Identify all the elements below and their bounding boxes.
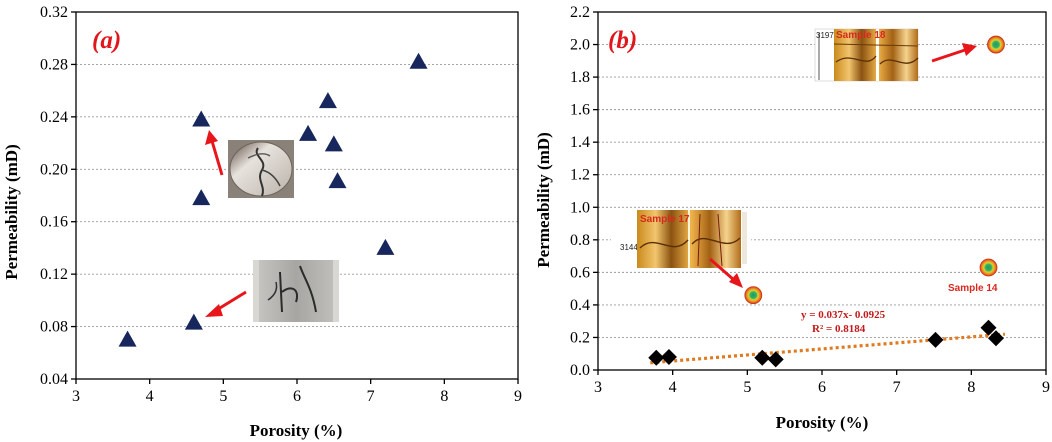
x-tick-label: 4 (146, 388, 154, 405)
x-tick-label: 6 (293, 388, 301, 405)
panel-b: 0.0 0.2 0.4 0.6 0.8 1.0 1.2 1.4 1.6 1.8 2.0 2.2 3 4 5… (534, 4, 1050, 432)
y-tick-label: 0.24 (40, 109, 68, 126)
fit-r-squared: R² = 0.8184 (812, 323, 866, 335)
panel-a-arrow-up (205, 130, 224, 176)
matrix-point-3 (754, 349, 771, 366)
panel-b-arrow-sample-18 (931, 43, 977, 63)
y-tick-label: 1.2 (570, 167, 590, 184)
sample-14-label: Sample 14 (948, 283, 998, 294)
fracture-point-3 (987, 35, 1005, 54)
data-point-3 (192, 189, 211, 206)
y-tick-label: 2.0 (570, 37, 590, 54)
panel-b-y-axis-label: Permeability (mD) (534, 132, 553, 267)
y-tick-label: 0.16 (40, 214, 68, 231)
y-tick-label: 0.04 (40, 371, 68, 388)
matrix-point-6 (980, 319, 997, 336)
y-tick-label: 0.12 (40, 266, 68, 283)
panel-b-points (648, 35, 1005, 368)
fit-equation: y = 0.037x- 0.0925 (801, 309, 886, 321)
core-plug-photo (228, 140, 294, 198)
data-point-5 (299, 124, 318, 141)
sample-18-image-label: Sample 18 (836, 30, 886, 41)
data-point-1 (118, 330, 137, 347)
data-point-7 (324, 135, 343, 152)
x-tick-label: 3 (72, 388, 80, 405)
matrix-point-7 (987, 330, 1004, 347)
y-tick-label: 2.2 (570, 4, 590, 21)
x-tick-label: 6 (818, 379, 826, 396)
matrix-point-4 (767, 351, 784, 368)
matrix-point-1 (648, 349, 665, 366)
panel-a-tag: (a) (92, 27, 121, 54)
matrix-point-5 (927, 331, 944, 348)
y-tick-label: 0.4 (570, 297, 590, 314)
data-point-2 (184, 313, 203, 330)
panel-a-y-ticks: 0.04 0.08 0.12 0.16 0.20 0.24 0.28 0.32 (40, 4, 68, 388)
plot-frame (75, 11, 519, 380)
x-tick-label: 4 (669, 379, 677, 396)
panel-b-tag: (b) (608, 27, 637, 54)
x-tick-label: 8 (440, 388, 448, 405)
x-tick-label: 7 (893, 379, 901, 396)
y-tick-label: 1.0 (570, 199, 590, 216)
panel-b-axes (593, 11, 1047, 375)
data-point-8 (328, 172, 347, 189)
panel-a-x-ticks: 3 4 5 6 7 8 9 (72, 388, 522, 405)
y-tick-label: 1.4 (570, 134, 590, 151)
plot-frame (597, 11, 1047, 371)
y-tick-label: 0.08 (40, 319, 68, 336)
panel-a-x-axis-label: Porosity (%) (250, 421, 343, 440)
panel-b-fit-line (650, 332, 1006, 365)
sample-18-depth: 3197.5 (816, 31, 841, 40)
panel-a-y-axis-label: Permeability (mD) (2, 144, 21, 279)
y-tick-label: 0.0 (570, 362, 590, 379)
x-tick-label: 3 (594, 379, 602, 396)
y-tick-label: 1.6 (570, 102, 590, 119)
x-tick-label: 8 (967, 379, 975, 396)
panel-a: 0.04 0.08 0.12 0.16 0.20 0.24 0.28 0.32 3 4 5 6 7 8 9… (2, 4, 522, 440)
core-slab-photo (253, 260, 339, 322)
data-point-4 (192, 110, 211, 127)
panel-a-axes (71, 11, 519, 384)
data-point-10 (409, 52, 428, 69)
panel-b-x-axis-label: Porosity (%) (776, 413, 869, 432)
sample-17-log-image: 3144 Sample 17 (611, 210, 751, 270)
y-tick-label: 0.6 (570, 264, 590, 281)
x-tick-label: 7 (367, 388, 375, 405)
fracture-point-2 (979, 258, 998, 277)
x-tick-label: 5 (219, 388, 227, 405)
panel-b-arrow-sample-17 (709, 257, 743, 288)
panel-b-x-ticks: 3 4 5 6 7 8 9 (594, 379, 1050, 396)
sample-18-log-image: 3197.5 Sample 18 (814, 28, 919, 82)
panel-b-y-ticks: 0.0 0.2 0.4 0.6 0.8 1.0 1.2 1.4 1.6 1.8 2.0 2.2 (570, 4, 590, 379)
matrix-point-2 (660, 348, 677, 365)
panel-a-points (118, 52, 428, 347)
x-tick-label: 5 (743, 379, 751, 396)
panel-a-arrow-down (205, 290, 247, 317)
y-tick-label: 0.28 (40, 56, 68, 73)
regression-line (650, 332, 1006, 365)
sample-17-image-label: Sample 17 (640, 214, 690, 225)
y-tick-label: 0.32 (40, 4, 68, 21)
sample-17-depth: 3144 (620, 243, 638, 252)
x-tick-label: 9 (1042, 379, 1050, 396)
data-point-9 (376, 238, 395, 255)
y-tick-label: 0.2 (570, 329, 590, 346)
y-tick-label: 0.8 (570, 232, 590, 249)
y-tick-label: 1.8 (570, 69, 590, 86)
x-tick-label: 9 (514, 388, 522, 405)
y-tick-label: 0.20 (40, 161, 68, 178)
data-point-6 (318, 92, 337, 109)
fracture-point-1 (744, 286, 763, 305)
